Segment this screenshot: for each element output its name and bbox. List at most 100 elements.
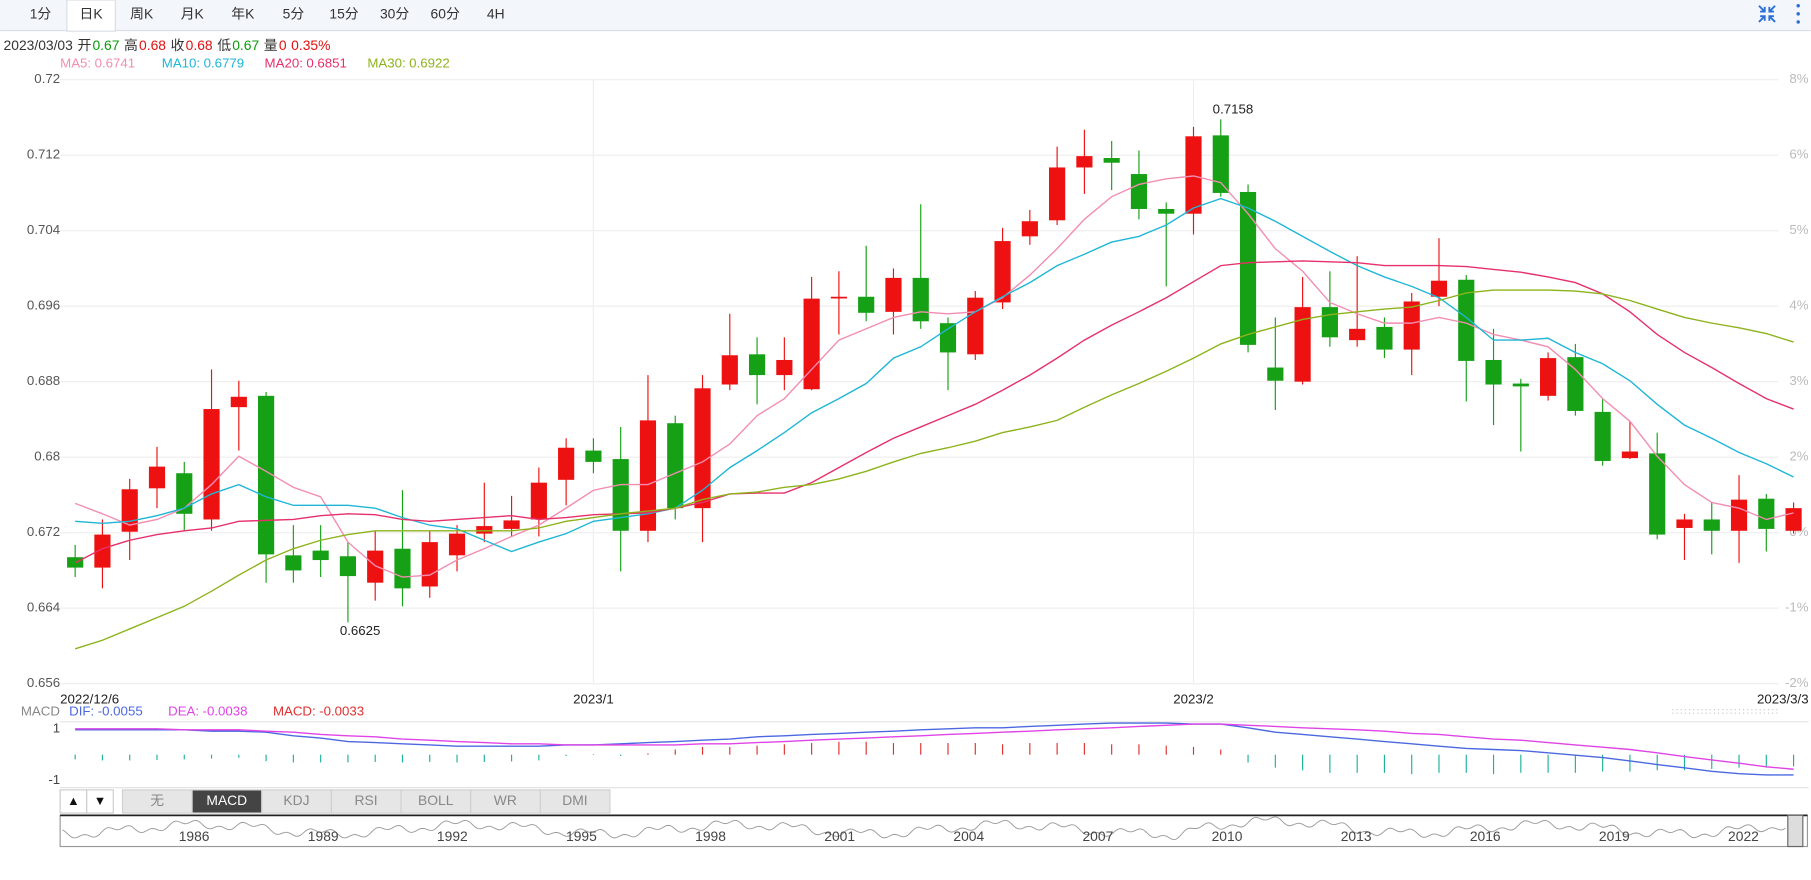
- candle-body: [748, 354, 766, 376]
- hint-dot: [1726, 709, 1728, 711]
- candle-body: [1758, 498, 1775, 529]
- info-label: 收: [171, 37, 185, 53]
- hint-dot: [1751, 709, 1753, 711]
- period-tab[interactable]: 年K: [231, 6, 255, 22]
- navigator-year: 2019: [1599, 828, 1630, 844]
- arrow-label[interactable]: ▲: [67, 794, 80, 808]
- arrow-label[interactable]: ▼: [94, 794, 107, 808]
- hint-dot: [1680, 712, 1682, 714]
- period-tab[interactable]: 日K: [80, 6, 104, 22]
- candle-body: [503, 520, 520, 529]
- navigator-year: 2013: [1341, 828, 1372, 844]
- hint-dot: [1738, 712, 1740, 714]
- info-change: 0.35%: [291, 37, 330, 53]
- candle-body: [585, 450, 602, 462]
- active-tab[interactable]: [66, 0, 116, 32]
- candle-body: [339, 556, 357, 577]
- arrow-button[interactable]: [86, 789, 114, 814]
- candle-body: [176, 473, 193, 514]
- indicator-label[interactable]: MACD: [206, 792, 247, 808]
- hint-dot: [1763, 712, 1765, 714]
- period-tab[interactable]: 60分: [431, 6, 460, 22]
- candle-body: [1485, 359, 1502, 385]
- navigator-year: 1989: [308, 828, 339, 844]
- info-value: 0.67: [232, 37, 259, 53]
- candle-body: [1785, 508, 1802, 531]
- info-value: 0.67: [92, 37, 119, 53]
- info-value: 0.68: [186, 37, 213, 53]
- indicator-label[interactable]: KDJ: [283, 792, 309, 808]
- info-date: 2023/03/03: [4, 37, 74, 53]
- legend-name: MA20:: [265, 55, 303, 70]
- hint-dot: [1751, 712, 1753, 714]
- candle-body: [1703, 519, 1720, 531]
- ma-line: [74, 289, 1794, 650]
- x-tick-label: 2023/3/3: [1757, 691, 1809, 706]
- candle-body: [230, 396, 247, 408]
- candle-body: [1321, 307, 1338, 338]
- candle-body: [258, 395, 275, 555]
- macd-scroll-hint: [1672, 709, 1778, 714]
- hint-dot: [1697, 712, 1699, 714]
- candle-body: [367, 550, 384, 583]
- hint-dot: [1705, 712, 1707, 714]
- period-tab[interactable]: 1分: [30, 6, 52, 22]
- candle-body: [1376, 326, 1393, 350]
- hint-dot: [1709, 709, 1711, 711]
- legend-value: 0.6851: [306, 55, 347, 70]
- candle-body: [476, 526, 493, 534]
- menu-icon[interactable]: [1796, 4, 1800, 24]
- y2-tick-label: -2%: [1785, 675, 1809, 690]
- period-tab[interactable]: 30分: [380, 6, 409, 22]
- candle-body: [1430, 280, 1448, 297]
- period-tab[interactable]: 15分: [329, 6, 358, 22]
- y-tick-label: 0.704: [27, 222, 60, 237]
- period-tab[interactable]: 周K: [130, 6, 154, 22]
- hint-dot: [1726, 712, 1728, 714]
- navigator-handle[interactable]: [1787, 814, 1804, 848]
- period-tab[interactable]: 4H: [487, 6, 505, 22]
- y2-tick-label: 3%: [1789, 373, 1808, 388]
- fullscreen-icon[interactable]: [1758, 5, 1776, 23]
- candle-body: [421, 542, 438, 587]
- ma-legend: MA10: 0.6779: [162, 55, 244, 70]
- hint-dot: [1759, 712, 1761, 714]
- y2-tick-label: 5%: [1789, 222, 1808, 237]
- y-tick-label: 0.656: [27, 675, 60, 690]
- indicator-label[interactable]: 无: [150, 792, 164, 808]
- hint-dot: [1672, 709, 1674, 711]
- navigator-year: 1986: [179, 828, 210, 844]
- hint-dot: [1701, 709, 1703, 711]
- hint-dot: [1676, 712, 1678, 714]
- y2-tick-label: -1%: [1785, 600, 1809, 615]
- indicator-label[interactable]: WR: [494, 792, 517, 808]
- navigator-year: 1995: [566, 828, 597, 844]
- candle-body: [1185, 136, 1202, 214]
- hint-dot: [1701, 712, 1703, 714]
- indicator-tab[interactable]: [539, 789, 611, 814]
- navigator: [59, 814, 1809, 848]
- candle-body: [285, 555, 302, 571]
- period-tab[interactable]: 5分: [283, 6, 305, 22]
- candle-body: [721, 355, 738, 385]
- period-tab[interactable]: 月K: [181, 6, 205, 22]
- candle-body: [1021, 221, 1038, 237]
- indicator-label[interactable]: RSI: [355, 792, 378, 808]
- hint-dot: [1767, 709, 1770, 711]
- candle-body: [776, 359, 793, 376]
- max-annotation: 0.7158: [1213, 102, 1254, 117]
- candle-body: [694, 388, 711, 509]
- hint-dot: [1718, 712, 1720, 714]
- x-tick-label: 2022/12/6: [60, 691, 119, 706]
- hint-dot: [1738, 709, 1740, 711]
- y-tick-label: 0.712: [27, 147, 60, 162]
- indicator-label[interactable]: BOLL: [418, 792, 454, 808]
- y-tick-label: 0.672: [27, 524, 60, 539]
- min-annotation: 0.6625: [340, 623, 381, 638]
- candle-body: [1130, 174, 1148, 209]
- indicator-label[interactable]: DMI: [562, 792, 587, 808]
- hint-dot: [1743, 709, 1745, 711]
- x-tick-label: 2023/2: [1173, 691, 1214, 706]
- info-label: 低: [217, 37, 231, 53]
- hint-dot: [1767, 712, 1770, 714]
